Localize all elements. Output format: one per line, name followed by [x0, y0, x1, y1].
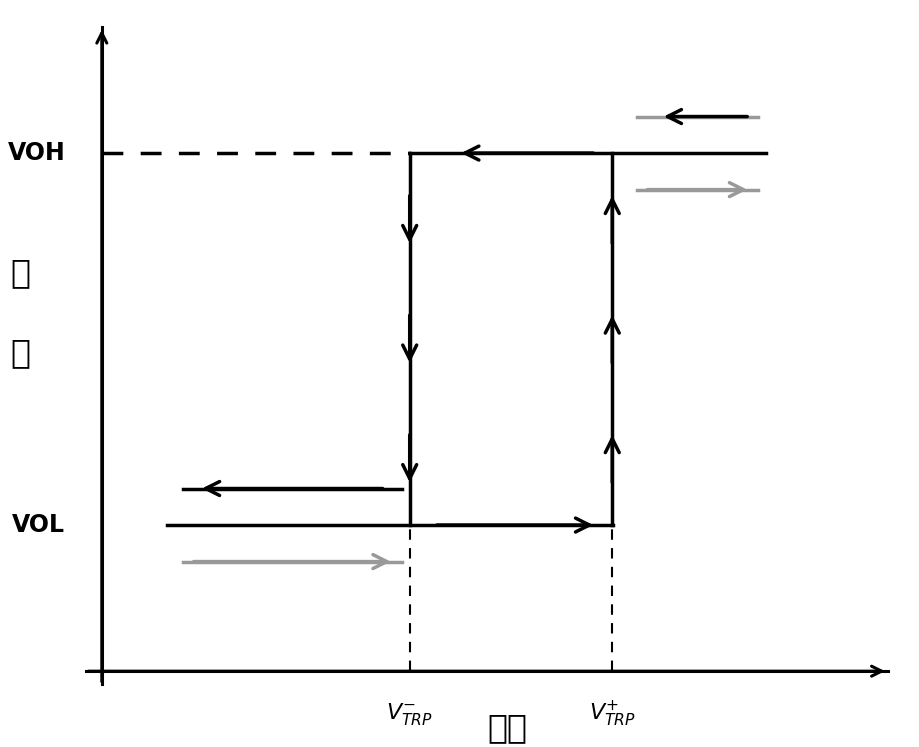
Text: $V^{+}_{TRP}$: $V^{+}_{TRP}$	[589, 700, 636, 729]
Text: 出: 出	[11, 336, 31, 369]
Text: 输: 输	[11, 256, 31, 289]
Text: $V^{-}_{TRP}$: $V^{-}_{TRP}$	[386, 701, 433, 728]
Text: VOH: VOH	[7, 141, 65, 165]
Text: 输入: 输入	[487, 711, 527, 744]
Text: VOL: VOL	[12, 513, 65, 537]
